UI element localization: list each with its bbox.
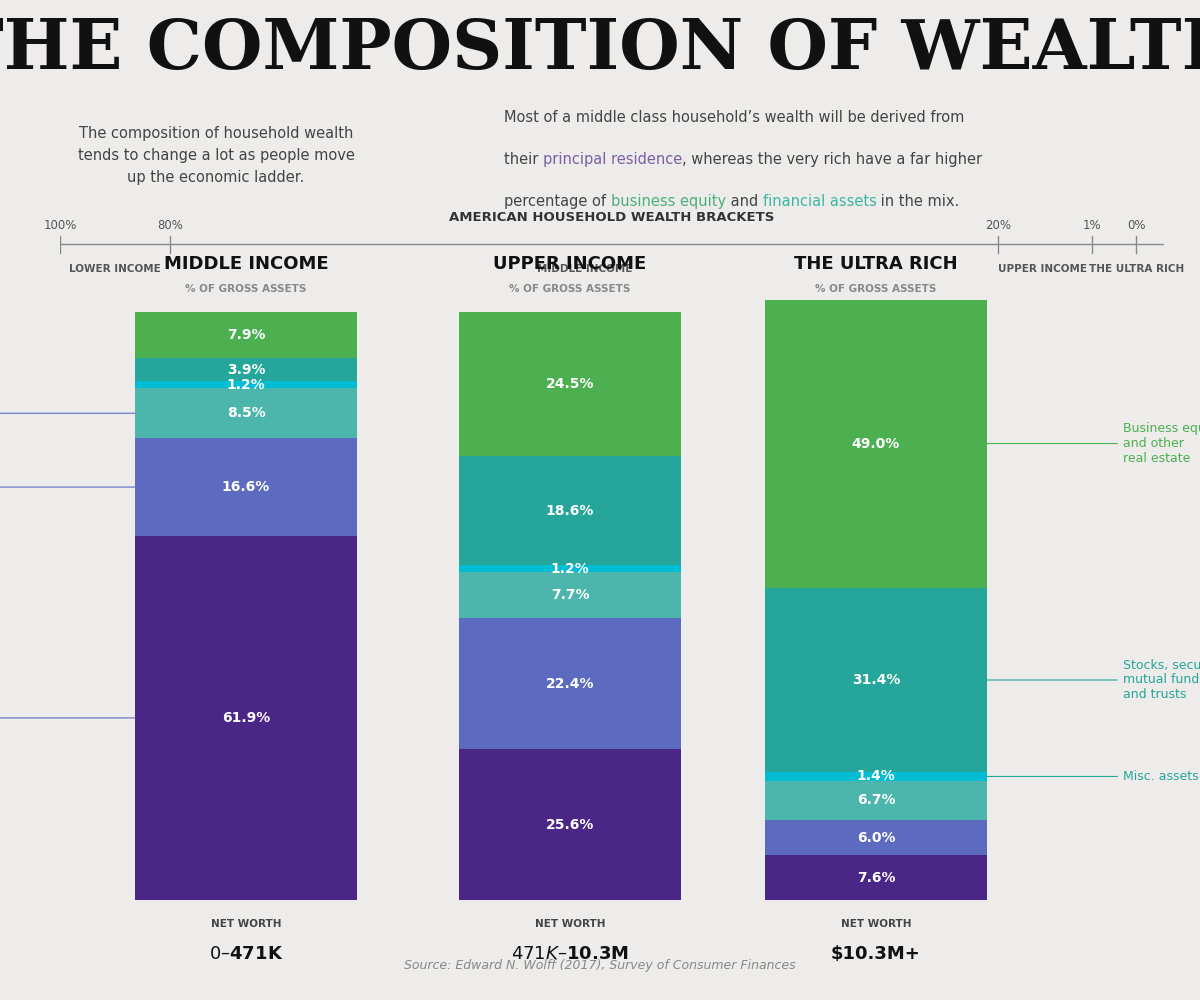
Text: UPPER INCOME: UPPER INCOME xyxy=(493,255,647,273)
Text: 16.6%: 16.6% xyxy=(222,480,270,494)
Text: in the mix.: in the mix. xyxy=(876,194,960,209)
Text: The composition of household wealth
tends to change a lot as people move
up the : The composition of household wealth tend… xyxy=(78,126,354,185)
Text: 7.6%: 7.6% xyxy=(857,871,895,885)
Text: 20%: 20% xyxy=(985,219,1012,232)
Text: Source: Edward N. Wolff (2017), Survey of Consumer Finances: Source: Edward N. Wolff (2017), Survey o… xyxy=(404,958,796,972)
Text: 22.4%: 22.4% xyxy=(546,677,594,691)
Text: financial assets: financial assets xyxy=(763,194,876,209)
Bar xyxy=(766,781,986,820)
Text: THE ULTRA RICH: THE ULTRA RICH xyxy=(1088,263,1184,273)
Bar xyxy=(136,536,356,900)
Bar xyxy=(766,820,986,855)
Text: Most of a middle class household’s wealth will be derived from: Most of a middle class household’s wealt… xyxy=(504,110,965,125)
Text: Stocks, securities,
mutual funds,
and trusts: Stocks, securities, mutual funds, and tr… xyxy=(988,658,1200,702)
Text: % OF GROSS ASSETS: % OF GROSS ASSETS xyxy=(815,284,937,294)
Text: 8.5%: 8.5% xyxy=(227,406,265,420)
Text: NET WORTH: NET WORTH xyxy=(841,919,911,929)
Text: their: their xyxy=(504,152,542,167)
Text: $10.3M+: $10.3M+ xyxy=(832,945,920,963)
Text: 80%: 80% xyxy=(157,219,184,232)
Text: 1%: 1% xyxy=(1082,219,1102,232)
Text: 61.9%: 61.9% xyxy=(222,711,270,725)
Text: UPPER INCOME: UPPER INCOME xyxy=(998,263,1087,273)
Text: NET WORTH: NET WORTH xyxy=(211,919,281,929)
Text: Liquid
assets: Liquid assets xyxy=(0,399,134,427)
Text: 31.4%: 31.4% xyxy=(852,673,900,687)
Bar xyxy=(460,456,680,565)
Bar xyxy=(460,565,680,572)
Bar xyxy=(766,772,986,781)
Text: 1.4%: 1.4% xyxy=(857,769,895,783)
Bar xyxy=(460,618,680,749)
Text: business equity: business equity xyxy=(611,194,726,209)
Text: Misc. assets: Misc. assets xyxy=(988,770,1199,783)
Text: MIDDLE INCOME: MIDDLE INCOME xyxy=(536,263,632,273)
Text: 6.7%: 6.7% xyxy=(857,793,895,807)
Bar xyxy=(136,381,356,388)
Text: LOWER INCOME: LOWER INCOME xyxy=(70,263,161,273)
Text: 6.0%: 6.0% xyxy=(857,831,895,845)
Text: 7.9%: 7.9% xyxy=(227,328,265,342)
Text: Pension
accounts: Pension accounts xyxy=(0,473,134,501)
Bar xyxy=(136,358,356,381)
Bar xyxy=(460,749,680,900)
Bar xyxy=(766,588,986,772)
Text: 1.2%: 1.2% xyxy=(227,378,265,392)
Text: and: and xyxy=(726,194,763,209)
Text: % OF GROSS ASSETS: % OF GROSS ASSETS xyxy=(509,284,631,294)
Bar xyxy=(460,572,680,618)
Text: 18.6%: 18.6% xyxy=(546,504,594,518)
Bar xyxy=(136,438,356,536)
Text: THE COMPOSITION OF WEALTH: THE COMPOSITION OF WEALTH xyxy=(0,16,1200,84)
Bar xyxy=(766,299,986,588)
Text: 100%: 100% xyxy=(43,219,77,232)
Text: MIDDLE INCOME: MIDDLE INCOME xyxy=(163,255,329,273)
Bar xyxy=(136,388,356,438)
Text: 25.6%: 25.6% xyxy=(546,818,594,832)
Text: principal residence: principal residence xyxy=(542,152,683,167)
Text: $471K–$10.3M: $471K–$10.3M xyxy=(511,945,629,963)
Text: AMERICAN HOUSEHOLD WEALTH BRACKETS: AMERICAN HOUSEHOLD WEALTH BRACKETS xyxy=(449,211,775,224)
Text: 49.0%: 49.0% xyxy=(852,437,900,451)
Bar xyxy=(136,312,356,358)
Text: NET WORTH: NET WORTH xyxy=(535,919,605,929)
Text: 3.9%: 3.9% xyxy=(227,363,265,377)
Text: , whereas the very rich have a far higher: , whereas the very rich have a far highe… xyxy=(683,152,983,167)
Text: % OF GROSS ASSETS: % OF GROSS ASSETS xyxy=(185,284,307,294)
Text: 0%: 0% xyxy=(1127,219,1146,232)
Bar xyxy=(460,312,680,456)
Text: Principal
residence: Principal residence xyxy=(0,704,134,732)
Text: THE ULTRA RICH: THE ULTRA RICH xyxy=(794,255,958,273)
Text: Business equity
and other
real estate: Business equity and other real estate xyxy=(988,422,1200,465)
Text: 7.7%: 7.7% xyxy=(551,588,589,602)
Text: $0–$471K: $0–$471K xyxy=(209,945,283,963)
Text: 1.2%: 1.2% xyxy=(551,562,589,576)
Text: 24.5%: 24.5% xyxy=(546,377,594,391)
Bar xyxy=(766,855,986,900)
Text: percentage of: percentage of xyxy=(504,194,611,209)
